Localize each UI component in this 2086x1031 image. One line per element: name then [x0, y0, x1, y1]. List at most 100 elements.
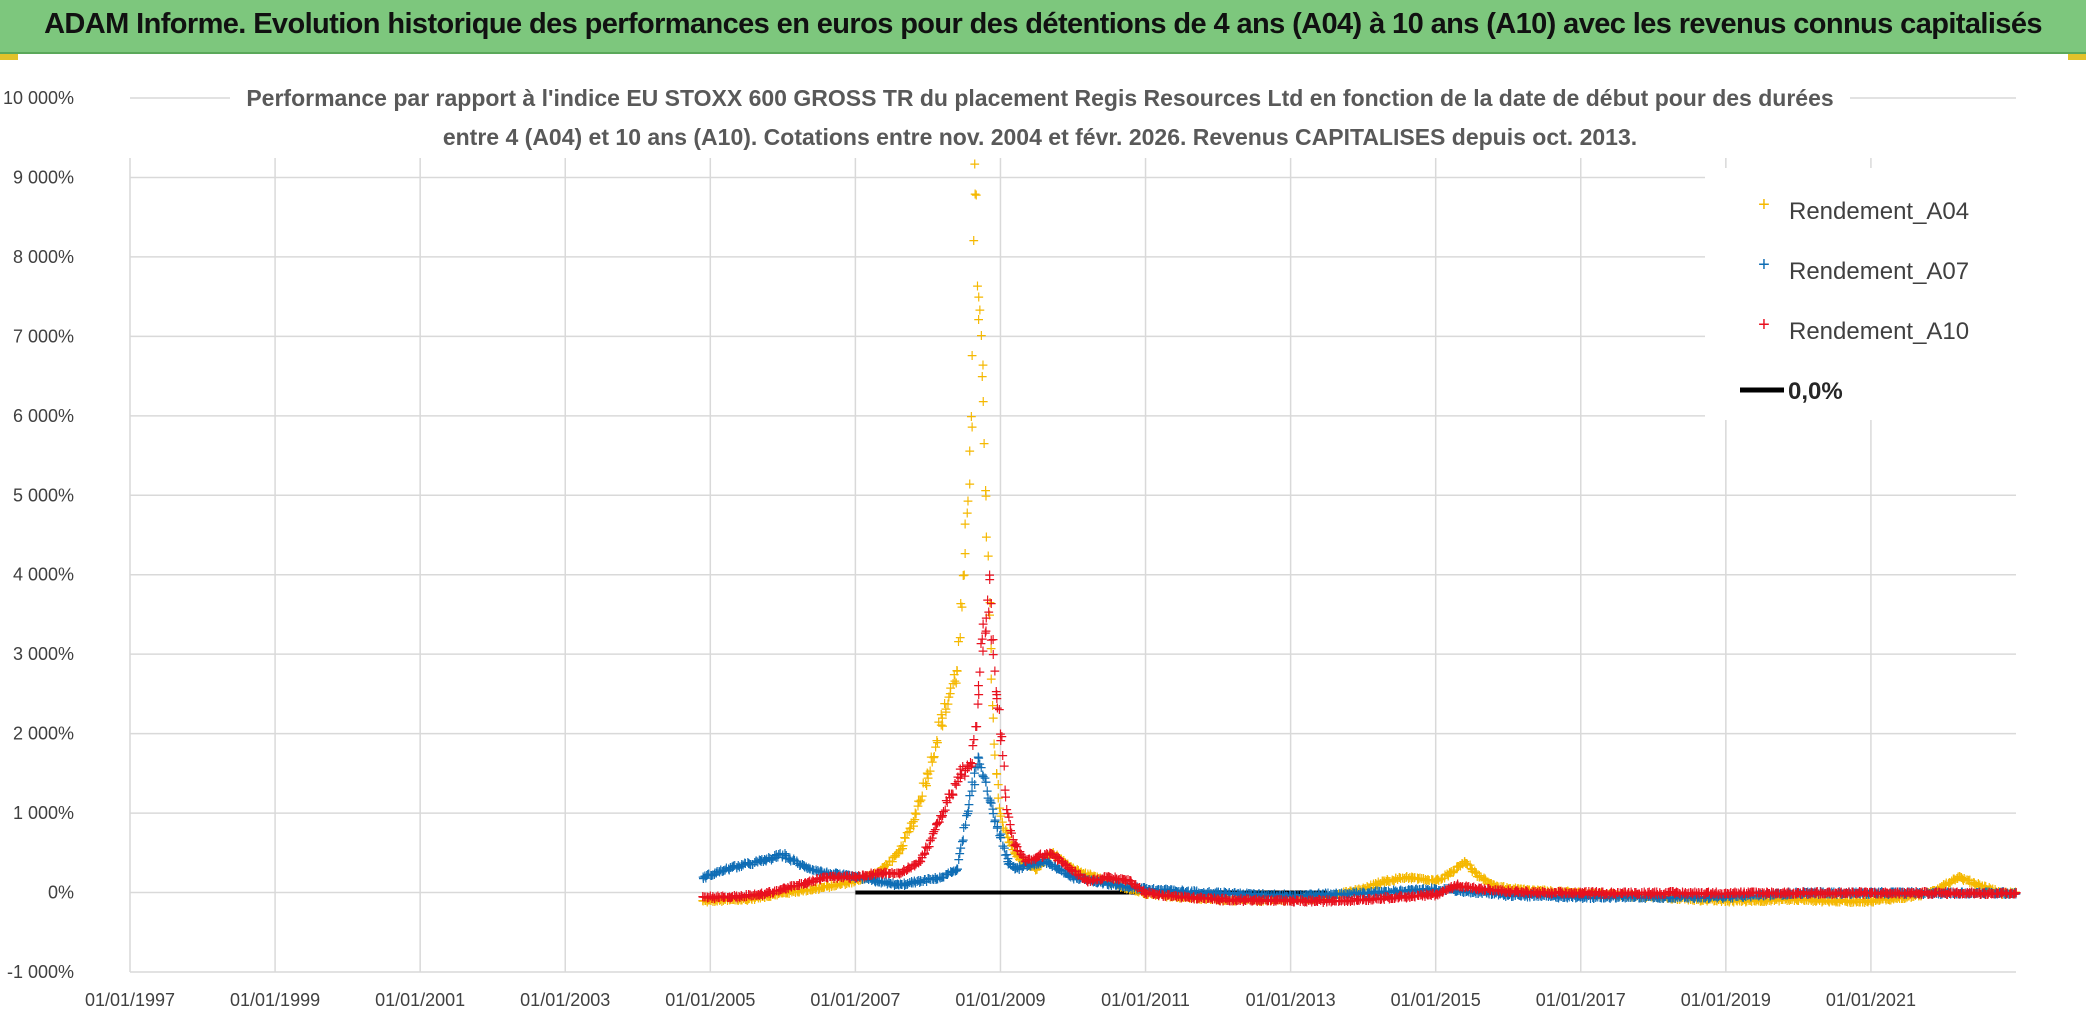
data-point: +	[769, 848, 781, 864]
data-point: +	[1317, 891, 1329, 907]
data-point: +	[950, 675, 962, 691]
data-point: +	[1923, 886, 1935, 902]
data-point: +	[810, 882, 822, 898]
data-point: +	[1136, 884, 1148, 900]
data-point: +	[1248, 893, 1260, 909]
data-point: +	[1929, 883, 1941, 899]
data-point: +	[843, 875, 855, 891]
data-point: +	[1437, 871, 1449, 887]
data-point: +	[879, 859, 891, 875]
data-point: +	[1703, 891, 1715, 907]
data-point: +	[1477, 872, 1489, 888]
data-point: +	[1583, 887, 1595, 903]
data-point: +	[1618, 888, 1630, 904]
data-point: +	[953, 634, 965, 650]
data-point: +	[1345, 883, 1357, 899]
data-point: +	[1388, 873, 1400, 889]
data-point: +	[1228, 893, 1240, 909]
data-point: +	[1256, 891, 1268, 907]
data-point: +	[1757, 894, 1769, 910]
data-point: +	[1296, 892, 1308, 908]
data-point: +	[798, 882, 810, 898]
data-point: +	[762, 889, 774, 905]
data-point: +	[880, 857, 892, 873]
data-point: +	[734, 859, 746, 875]
data-point: +	[1040, 851, 1052, 867]
data-point: +	[1474, 868, 1486, 884]
data-point: +	[949, 673, 961, 689]
data-point: +	[1068, 862, 1080, 878]
data-point: +	[948, 667, 960, 683]
legend-label-zero: 0,0%	[1788, 378, 1843, 405]
data-point: +	[1244, 892, 1256, 908]
data-point: +	[1653, 890, 1665, 906]
data-point: +	[1621, 889, 1633, 905]
data-point: +	[889, 848, 901, 864]
data-point: +	[973, 687, 985, 703]
data-point: +	[1062, 857, 1074, 873]
data-point: +	[1801, 893, 1813, 909]
data-point: +	[725, 860, 737, 876]
data-point: +	[1365, 880, 1377, 896]
data-point: +	[810, 862, 822, 878]
data-point: +	[1120, 881, 1132, 897]
data-point: +	[937, 718, 949, 734]
data-point: +	[1403, 871, 1415, 887]
data-point: +	[1573, 885, 1585, 901]
data-point: +	[704, 892, 716, 908]
data-point: +	[1309, 889, 1321, 905]
data-point: +	[1110, 876, 1122, 892]
data-point: +	[836, 876, 848, 892]
data-point: +	[1909, 887, 1921, 903]
data-point: +	[1451, 860, 1463, 876]
data-point: +	[1575, 886, 1587, 902]
data-point: +	[1844, 895, 1856, 911]
data-point: +	[741, 892, 753, 908]
data-point: +	[1193, 891, 1205, 907]
data-point: +	[850, 873, 862, 889]
data-point: +	[1679, 891, 1691, 907]
data-point: +	[1532, 883, 1544, 899]
data-point: +	[1151, 887, 1163, 903]
data-point: +	[1781, 893, 1793, 909]
data-point: +	[921, 778, 933, 794]
data-point: +	[759, 890, 771, 906]
data-point: +	[1996, 886, 2008, 902]
data-point: +	[872, 865, 884, 881]
data-point: +	[1348, 884, 1360, 900]
data-point: +	[699, 868, 711, 884]
data-point: +	[716, 894, 728, 910]
data-point: +	[1432, 871, 1444, 887]
data-point: +	[1082, 874, 1094, 890]
data-point: +	[758, 854, 770, 870]
data-point: +	[1285, 894, 1297, 910]
data-point: +	[1159, 887, 1171, 903]
data-point: +	[895, 839, 907, 855]
data-point: +	[1386, 873, 1398, 889]
data-point: +	[849, 873, 861, 889]
data-point: +	[1999, 886, 2011, 902]
data-point: +	[995, 806, 1007, 822]
data-point: +	[856, 871, 868, 887]
data-point: +	[1342, 886, 1354, 902]
data-point: +	[736, 857, 748, 873]
data-point: +	[1147, 885, 1159, 901]
data-point: +	[1093, 871, 1105, 887]
data-point: +	[807, 862, 819, 878]
data-point: +	[826, 879, 838, 895]
data-point: +	[728, 859, 740, 875]
data-point: +	[954, 630, 966, 646]
data-point: +	[1990, 885, 2002, 901]
data-point: +	[1119, 881, 1131, 897]
data-point: +	[1212, 892, 1224, 908]
data-point: +	[1169, 888, 1181, 904]
data-point: +	[774, 886, 786, 902]
series-Rendement_A04: ++++++++++++++++++++++++++++++++++++++++…	[697, 157, 2022, 911]
data-point: +	[1980, 879, 1992, 895]
data-point: +	[1026, 858, 1038, 874]
data-point: +	[759, 852, 771, 868]
data-point: +	[753, 891, 765, 907]
data-point: +	[1205, 892, 1217, 908]
data-point: +	[1769, 893, 1781, 909]
data-point: +	[1582, 886, 1594, 902]
